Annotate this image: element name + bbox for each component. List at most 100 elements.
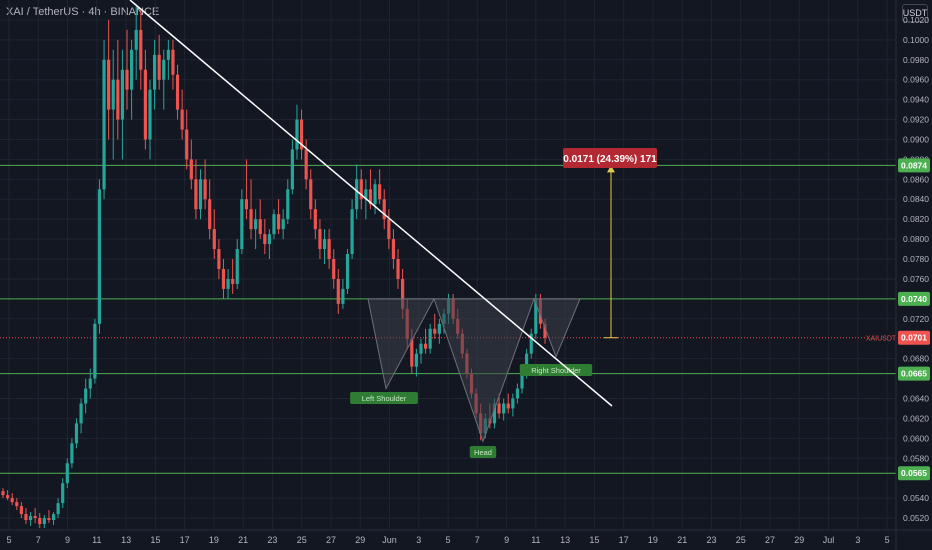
price-tick-label: 0.0920 xyxy=(903,115,929,125)
time-tick-label: 23 xyxy=(706,535,716,545)
candle-body xyxy=(492,403,497,424)
time-tick-label: Jul xyxy=(823,535,835,545)
time-tick-label: 17 xyxy=(619,535,629,545)
candle-body xyxy=(15,502,19,507)
candle-body xyxy=(47,518,51,521)
candle-body xyxy=(130,49,134,90)
candle-body xyxy=(235,249,239,284)
price-tick-label: 0.0680 xyxy=(903,354,929,364)
candle-body xyxy=(84,388,88,404)
level-price-label: 0.0565 xyxy=(901,468,927,478)
candles xyxy=(1,4,547,529)
candle-body xyxy=(10,498,14,503)
candle-body xyxy=(290,149,294,190)
candle-body xyxy=(61,483,65,504)
candle-body xyxy=(51,514,56,521)
price-tick-label: 0.0720 xyxy=(903,314,929,324)
candle-body xyxy=(286,189,290,220)
candle-body xyxy=(345,254,350,289)
candle-body xyxy=(511,398,515,409)
price-tick-label: 0.0780 xyxy=(903,254,929,264)
candle-body xyxy=(419,343,423,354)
candle-body xyxy=(33,516,37,519)
candle-body xyxy=(506,403,510,409)
price-tick-label: 0.0520 xyxy=(903,513,929,523)
time-tick-label: 15 xyxy=(589,535,599,545)
candle-body xyxy=(97,189,102,324)
price-tick-label: 0.0900 xyxy=(903,134,929,144)
time-tick-label: 27 xyxy=(326,535,336,545)
candle-body xyxy=(125,69,129,90)
candle-body xyxy=(162,59,166,80)
head-label-bg xyxy=(469,446,497,458)
candle-body xyxy=(198,179,203,210)
candle-body xyxy=(368,189,373,205)
price-tick-label: 0.0860 xyxy=(903,174,929,184)
candle-body xyxy=(364,189,368,200)
candle-body xyxy=(157,54,161,80)
candle-body xyxy=(166,49,170,60)
candle-body xyxy=(263,234,267,245)
candle-body xyxy=(74,423,79,444)
candle-body xyxy=(38,518,42,525)
time-tick-label: 19 xyxy=(648,535,658,545)
time-tick-label: 17 xyxy=(180,535,190,545)
price-tick-label: 0.0960 xyxy=(903,75,929,85)
candle-body xyxy=(5,495,10,499)
time-tick-label: Jun xyxy=(382,535,397,545)
time-tick-label: 3 xyxy=(416,535,421,545)
right-shoulder-label-bg xyxy=(519,364,593,376)
candle-body xyxy=(396,259,400,279)
candle-body xyxy=(240,199,244,250)
price-tick-label: 0.0580 xyxy=(903,453,929,463)
price-tick-label: 0.0840 xyxy=(903,194,929,204)
candle-body xyxy=(171,49,175,75)
time-tick-label: 3 xyxy=(855,535,860,545)
time-tick-label: 5 xyxy=(446,535,451,545)
candle-body xyxy=(341,288,345,304)
candle-body xyxy=(502,403,506,414)
level-price-tag xyxy=(898,466,930,481)
measure-label: 0.0171 (24.39%) 171 xyxy=(563,154,657,165)
price-tick-label: 0.0620 xyxy=(903,413,929,423)
candle-body xyxy=(212,229,216,250)
candle-body xyxy=(249,209,253,230)
level-price-tag xyxy=(898,291,930,306)
candle-body xyxy=(226,278,230,289)
candle-body xyxy=(88,378,92,389)
last-price-label: 0.0701 xyxy=(901,333,927,343)
candle-body xyxy=(194,179,198,210)
candle-body xyxy=(254,219,258,230)
candle-body xyxy=(111,79,115,110)
candle-body xyxy=(437,323,441,334)
time-tick-label: 21 xyxy=(238,535,248,545)
price-tick-label: 0.0940 xyxy=(903,95,929,105)
chart-grid xyxy=(0,0,896,530)
time-tick-label: 7 xyxy=(475,535,480,545)
time-tick-label: 15 xyxy=(150,535,160,545)
candle-body xyxy=(332,259,336,279)
price-tick-label: 0.0760 xyxy=(903,274,929,284)
price-tick-label: 0.0980 xyxy=(903,55,929,65)
candle-body xyxy=(175,74,180,110)
candle-body xyxy=(116,79,120,120)
time-tick-label: 29 xyxy=(794,535,804,545)
candle-body xyxy=(267,234,272,245)
time-tick-label: 7 xyxy=(36,535,41,545)
time-tick-label: 25 xyxy=(297,535,307,545)
time-tick-label: 11 xyxy=(531,535,540,545)
candle-body xyxy=(281,219,285,230)
time-tick-label: 9 xyxy=(65,535,70,545)
right-shoulder-label: Right Shoulder xyxy=(531,366,581,375)
time-tick-label: 29 xyxy=(355,535,365,545)
currency-selector-button[interactable]: USDT xyxy=(902,4,928,22)
candle-body xyxy=(304,149,308,180)
candle-body xyxy=(1,491,5,496)
level-price-label: 0.0740 xyxy=(901,294,927,304)
price-tick-label: 0.0600 xyxy=(903,433,929,443)
candle-body xyxy=(391,239,396,260)
candle-body xyxy=(276,214,281,230)
candle-body xyxy=(56,503,60,515)
head-label: Head xyxy=(474,448,492,457)
